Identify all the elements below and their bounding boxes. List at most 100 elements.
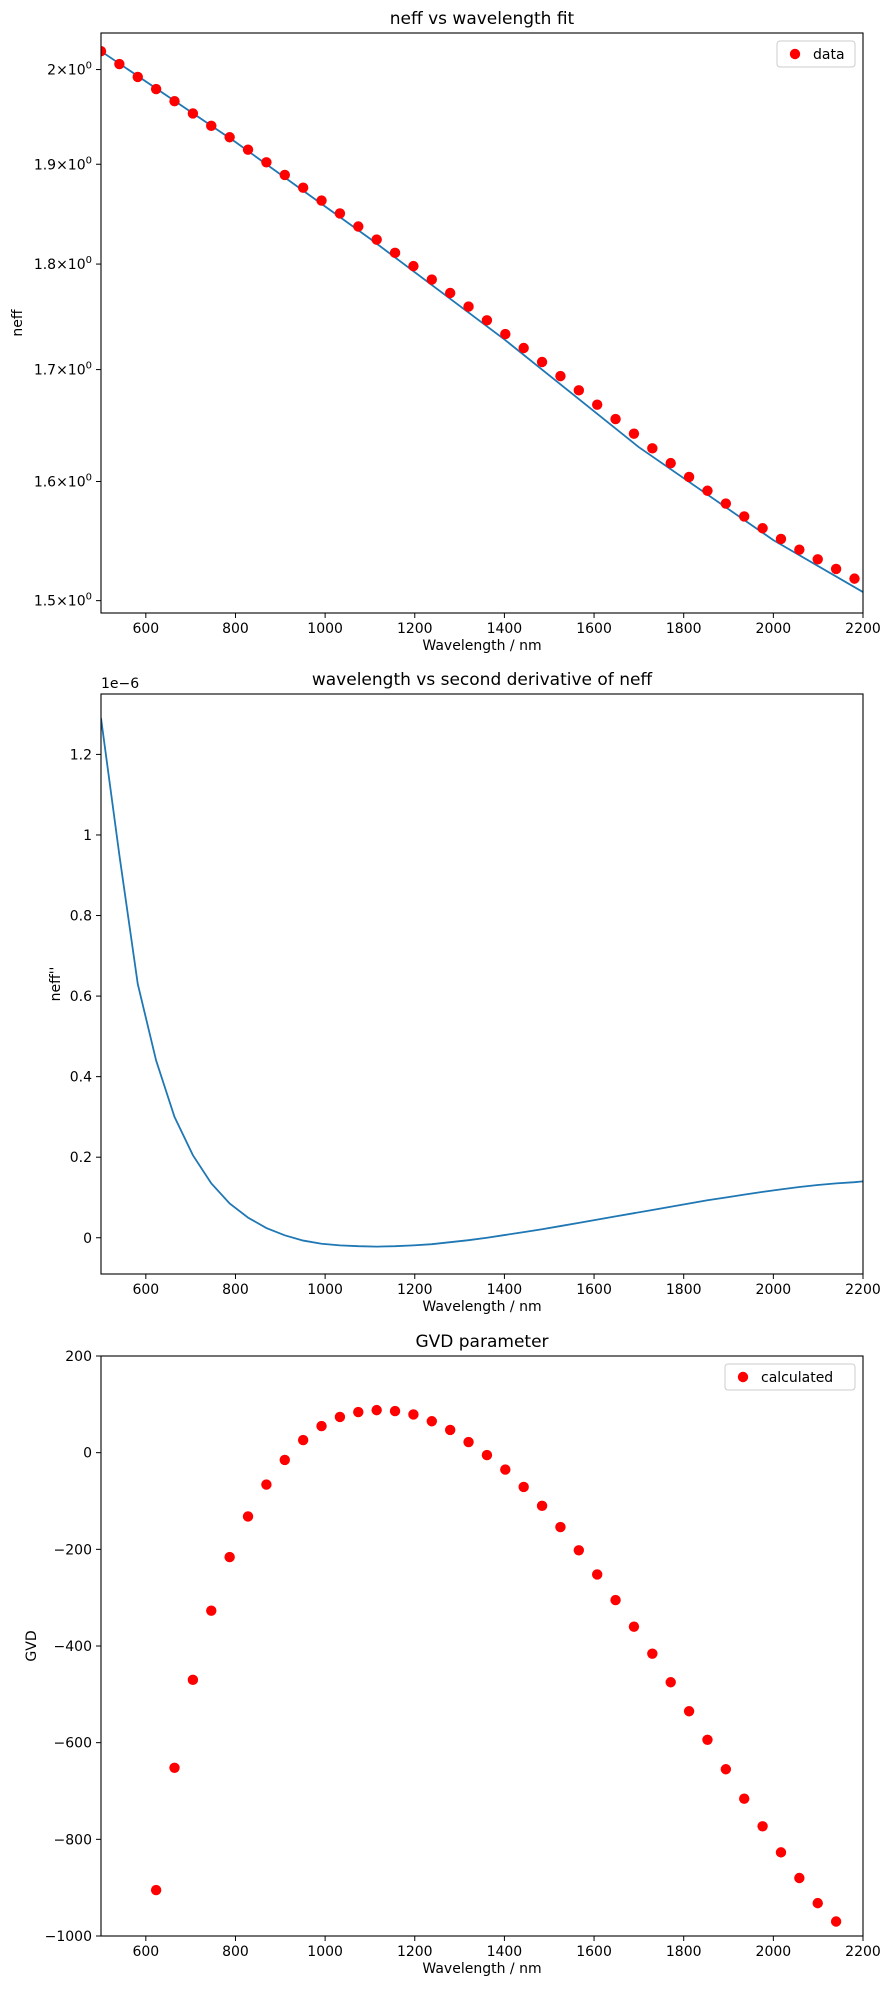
- data-point: [610, 1594, 621, 1606]
- x-axis-label: Wavelength / nm: [422, 1961, 541, 1977]
- x-tick-label: 2000: [756, 621, 792, 637]
- data-point: [426, 274, 437, 285]
- x-tick-label: 600: [132, 1282, 159, 1298]
- data-point: [591, 399, 603, 410]
- data-point: [261, 157, 272, 168]
- data-point: [794, 544, 805, 555]
- data-point: [481, 315, 493, 326]
- x-tick-label: 1800: [666, 1944, 702, 1960]
- data-point: [481, 1449, 493, 1461]
- data-point: [463, 301, 474, 312]
- y-tick-label: 1: [83, 828, 92, 844]
- x-axis-label: Wavelength / nm: [422, 638, 541, 654]
- series-line-1: [101, 718, 863, 1248]
- plot-area: [150, 1404, 842, 1927]
- series-line-2: [101, 50, 863, 593]
- data-point: [316, 1420, 327, 1432]
- y-tick-label: 200: [65, 1349, 92, 1365]
- data-point: [114, 58, 125, 70]
- y-tick-label: 2×100: [47, 61, 92, 79]
- y-tick-label: 0.6: [70, 989, 92, 1005]
- y-tick-mantissa: 1.5×10: [34, 594, 86, 610]
- y-tick-label: 1.7×100: [34, 361, 92, 379]
- y-tick-label: 1.5×100: [34, 592, 92, 610]
- y-tick-mantissa: 1.7×10: [34, 363, 86, 379]
- data-point: [408, 260, 419, 272]
- data-point: [665, 1677, 676, 1688]
- data-point: [206, 1605, 217, 1616]
- y-tick-label: −400: [54, 1639, 92, 1655]
- legend-box: [724, 1363, 856, 1391]
- data-point: [334, 208, 346, 219]
- x-tick-label: 1600: [576, 621, 612, 637]
- data-point: [500, 1464, 511, 1475]
- x-tick-label: 600: [132, 1944, 159, 1960]
- y-tick-exponent: 0: [86, 255, 92, 266]
- data-point: [371, 1404, 382, 1416]
- y-tick-label: −600: [54, 1736, 92, 1752]
- data-point: [610, 413, 621, 425]
- data-point: [739, 511, 750, 522]
- data-point: [794, 1872, 805, 1884]
- x-axis-label: Wavelength / nm: [422, 1299, 541, 1315]
- data-point: [353, 221, 364, 232]
- data-point: [169, 1762, 180, 1774]
- data-point: [830, 563, 842, 575]
- chart-title: wavelength vs second derivative of neff: [312, 670, 654, 690]
- y-tick-label: 1.8×100: [34, 255, 92, 273]
- data-point: [261, 1479, 272, 1490]
- chart-title: GVD parameter: [415, 1332, 548, 1352]
- y-tick-label: 1.6×100: [34, 473, 92, 491]
- data-point: [224, 1551, 235, 1563]
- y-tick-mantissa: 1.6×10: [34, 475, 86, 491]
- y-offset-text: 1e−6: [101, 676, 139, 692]
- y-tick-label: 1.2: [70, 747, 92, 763]
- data-point: [316, 195, 327, 206]
- y-tick-label: 0.2: [70, 1150, 92, 1166]
- x-tick-label: 2000: [756, 1944, 792, 1960]
- data-point: [702, 485, 713, 496]
- legend: calculated: [724, 1363, 856, 1391]
- y-axis-label: neff: [10, 309, 26, 336]
- data-point: [812, 1897, 823, 1909]
- data-point: [849, 573, 860, 584]
- y-tick-exponent: 0: [86, 361, 92, 372]
- y-tick-mantissa: 1.8×10: [34, 257, 86, 273]
- x-tick-label: 2200: [845, 1282, 881, 1298]
- data-point: [353, 1406, 364, 1418]
- data-point: [426, 1416, 437, 1427]
- data-point: [628, 428, 640, 439]
- chart-panel-3: GVD parameter 600 800 1000 1200 1400 1600 1800 2…: [24, 1332, 881, 1977]
- data-point: [389, 1405, 401, 1417]
- data-point: [224, 132, 235, 143]
- y-tick-label: 0: [83, 1446, 92, 1462]
- data-point: [187, 108, 199, 119]
- x-tick-label: 1200: [397, 621, 433, 637]
- x-tick-label: 1000: [307, 1944, 343, 1960]
- legend-label: data: [813, 47, 845, 63]
- data-point: [739, 1793, 750, 1804]
- x-tick-label: 2200: [845, 621, 881, 637]
- data-point: [702, 1734, 713, 1745]
- data-point: [389, 247, 401, 259]
- y-axis-label: neff'': [48, 967, 64, 1002]
- x-tick-label: 1400: [487, 1282, 523, 1298]
- legend-box: [776, 40, 856, 68]
- data-point: [297, 1434, 309, 1446]
- data-point: [279, 1454, 290, 1466]
- data-point: [169, 96, 180, 107]
- data-point: [371, 234, 382, 245]
- data-point: [101, 45, 107, 57]
- x-tick-label: 1600: [576, 1944, 612, 1960]
- data-point: [591, 1569, 603, 1580]
- x-tick-label: 600: [132, 621, 159, 637]
- data-point: [150, 1884, 162, 1896]
- x-tick-label: 800: [222, 1944, 249, 1960]
- y-tick-mantissa: 1.9×10: [34, 157, 86, 173]
- data-point: [297, 182, 309, 193]
- data-point: [720, 1764, 732, 1775]
- data-point: [536, 356, 548, 368]
- y-tick-label: −200: [54, 1542, 92, 1558]
- y-tick-label: −1000: [45, 1929, 92, 1945]
- data-point: [628, 1621, 640, 1632]
